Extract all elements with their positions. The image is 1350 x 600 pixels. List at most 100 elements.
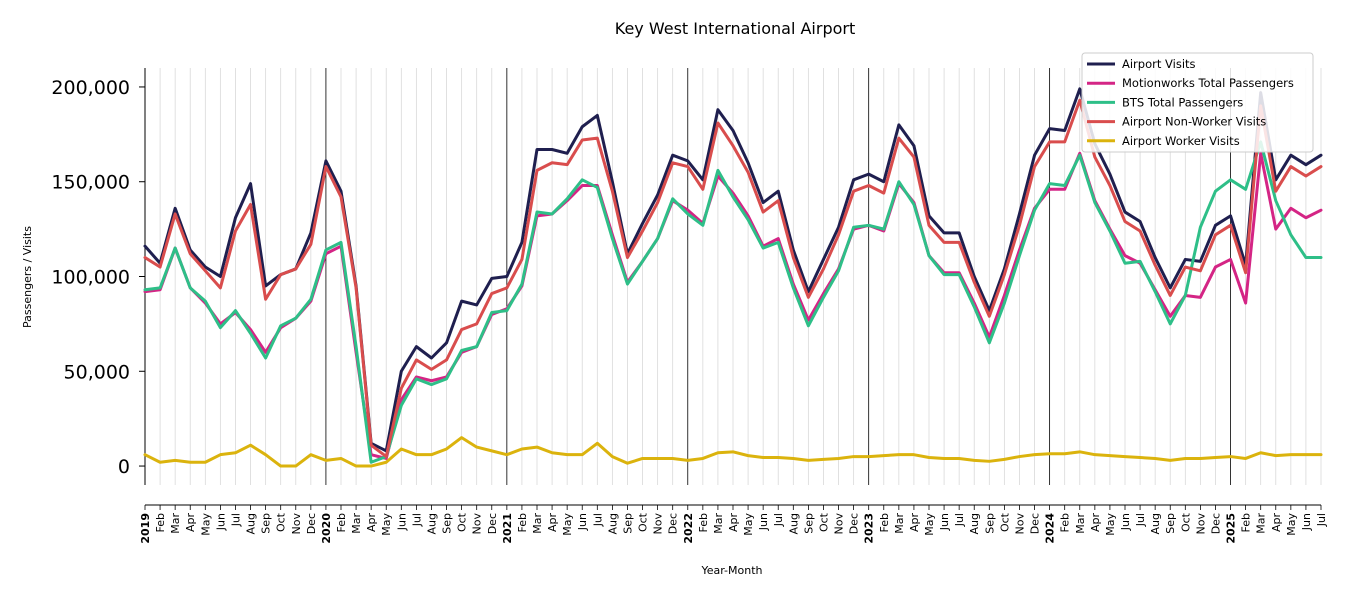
x-tick-label: Dec: [486, 513, 499, 534]
x-tick-label: May: [1104, 513, 1117, 536]
x-tick-label: Apr: [184, 513, 197, 533]
x-tick-label: Jul: [591, 513, 604, 527]
x-tick-label: Feb: [1059, 513, 1072, 532]
x-tick-label: Jun: [1300, 513, 1313, 531]
legend: Airport Visits Motionworks Total Passenge…: [1081, 52, 1314, 153]
x-tick-label: Nov: [1194, 513, 1207, 535]
x-tick-label: Jul: [229, 513, 242, 527]
series-lines: [143, 87, 1323, 468]
x-tick-label: 2024: [1044, 513, 1057, 544]
x-tick-label: Oct: [817, 512, 830, 532]
x-tick-label: Mar: [712, 513, 725, 534]
y-ticks: 0 50,000 100,000 150,000 200,000: [51, 77, 145, 478]
legend-box: [1081, 52, 1314, 153]
x-tick-label: Mar: [1255, 513, 1268, 534]
x-tick-label: Nov: [471, 513, 484, 535]
x-tick-label: Oct: [998, 512, 1011, 532]
x-tick-label: Feb: [335, 513, 348, 532]
x-tick-label: May: [561, 513, 574, 536]
x-tick-label: Aug: [1149, 513, 1162, 534]
x-tick-label: Jun: [214, 513, 227, 531]
x-tick-label: Sep: [802, 513, 815, 534]
x-tick-label: May: [1285, 513, 1298, 536]
x-tick-label: Nov: [1013, 513, 1026, 535]
x-tick-label: Mar: [531, 513, 544, 534]
x-tick-label: 2021: [501, 513, 514, 544]
series-line-bts-total-passengers: [143, 140, 1323, 464]
x-tick-label: 2022: [682, 513, 695, 544]
x-tick-label: Jun: [1119, 513, 1132, 531]
x-tick-label: 2025: [1225, 513, 1238, 544]
x-tick-label: Jun: [938, 513, 951, 531]
x-tick-label: Sep: [260, 513, 273, 534]
x-tick-label: Nov: [290, 513, 303, 535]
x-tick-label: Jun: [395, 513, 408, 531]
x-tick-label: Jul: [1315, 513, 1328, 527]
x-tick-label: Dec: [1209, 513, 1222, 534]
x-tick-label: Jul: [953, 513, 966, 527]
x-tick-label: Jun: [757, 513, 770, 531]
legend-label: Airport Visits: [1122, 57, 1196, 71]
x-tick-label: Apr: [546, 513, 559, 533]
x-tick-label: Apr: [1089, 513, 1102, 533]
x-tick-label: Sep: [983, 513, 996, 534]
x-tick-label: Oct: [275, 512, 288, 532]
x-axis-label: Year-Month: [700, 564, 762, 577]
x-tick-label: Mar: [893, 513, 906, 534]
series-line-airport-worker-visits: [143, 436, 1323, 468]
series-line-airport-non-worker-visits: [143, 98, 1323, 459]
x-tick-label: Sep: [1164, 513, 1177, 534]
x-tick-label: Nov: [833, 513, 846, 535]
x-tick-label: Apr: [908, 513, 921, 533]
x-tick-label: Aug: [968, 513, 981, 534]
x-tick-label: 2019: [139, 513, 152, 544]
x-tick-label: 2023: [863, 513, 876, 544]
x-tick-label: Jul: [772, 513, 785, 527]
x-tick-label: Sep: [621, 513, 634, 534]
x-tick-label: Mar: [350, 513, 363, 534]
legend-label: Airport Worker Visits: [1122, 134, 1240, 148]
series-line-airport-visits: [143, 87, 1323, 453]
x-tick-label: May: [923, 513, 936, 536]
legend-label: Airport Non-Worker Visits: [1122, 115, 1266, 129]
x-tick-label: Feb: [516, 513, 529, 532]
y-tick-label: 100,000: [51, 267, 130, 289]
x-tick-label: Mar: [169, 513, 182, 534]
x-tick-label: May: [380, 513, 393, 536]
x-tick-label: Oct: [456, 512, 469, 532]
x-tick-label: Oct: [1179, 512, 1192, 532]
x-tick-label: Jul: [1134, 513, 1147, 527]
x-tick-label: Aug: [787, 513, 800, 534]
x-tick-label: Feb: [154, 513, 167, 532]
x-tick-label: Apr: [1270, 513, 1283, 533]
x-tick-label: Aug: [245, 513, 258, 534]
legend-label: Motionworks Total Passengers: [1122, 76, 1294, 90]
x-tick-label: Feb: [1240, 513, 1253, 532]
x-tick-label: May: [742, 513, 755, 536]
x-tick-label: Dec: [305, 513, 318, 534]
x-tick-label: Mar: [1074, 513, 1087, 534]
y-tick-label: 0: [118, 456, 130, 478]
x-tick-label: Aug: [425, 513, 438, 534]
x-tick-label: Apr: [727, 513, 740, 533]
y-axis-label: Passengers / Visits: [21, 226, 34, 328]
x-tick-label: Dec: [1029, 513, 1042, 534]
x-ticks: 2019 Feb Mar Apr May Jun Jul Aug Sep Oct Nov Dec 202…: [139, 505, 1328, 544]
x-tick-label: 2020: [320, 513, 333, 544]
y-tick-label: 200,000: [51, 77, 130, 99]
x-tick-label: Feb: [697, 513, 710, 532]
x-tick-label: May: [199, 513, 212, 536]
chart-title: Key West International Airport: [615, 19, 855, 38]
x-tick-label: Nov: [652, 513, 665, 535]
x-tick-label: Dec: [848, 513, 861, 534]
x-tick-label: Aug: [606, 513, 619, 534]
x-tick-label: Apr: [365, 513, 378, 533]
x-tick-label: Oct: [637, 512, 650, 532]
y-tick-label: 50,000: [64, 361, 130, 383]
x-tick-label: Feb: [878, 513, 891, 532]
y-tick-label: 150,000: [51, 172, 130, 194]
legend-label: BTS Total Passengers: [1122, 95, 1243, 109]
x-tick-label: Jul: [410, 513, 423, 527]
x-tick-label: Sep: [441, 513, 454, 534]
